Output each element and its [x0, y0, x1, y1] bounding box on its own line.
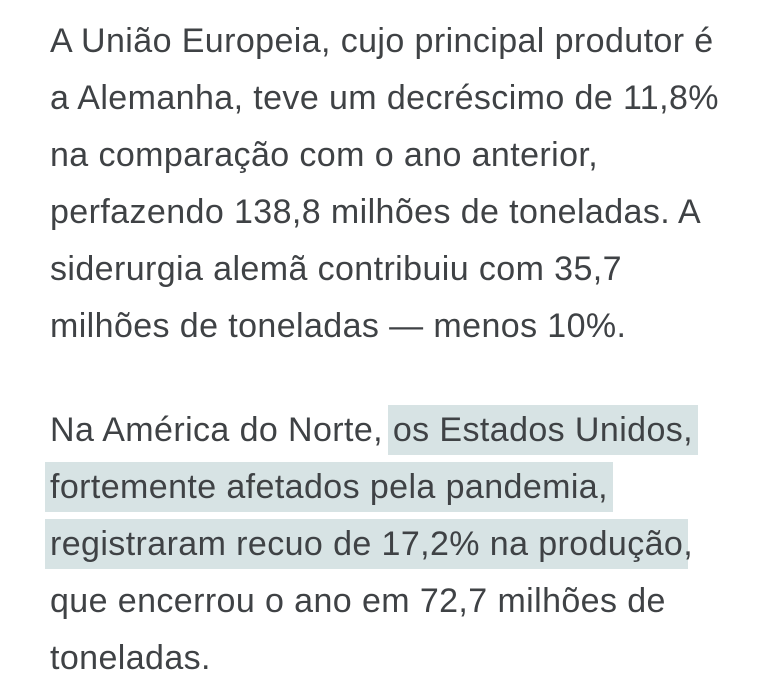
text-segment: siderurgia alemã contribuiu com 35,7 — [50, 250, 622, 288]
text-segment: A União Europeia, cujo principal produto… — [50, 22, 714, 60]
text-segment: que encerrou o ano em 72,7 milhões de — [50, 582, 666, 620]
highlighted-text: fortemente afetados pela pandemia, — [45, 462, 613, 512]
paragraph-america-do-norte: Na América do Norte, os Estados Unidos, f… — [45, 402, 720, 687]
paragraph-uniao-europeia: A União Europeia, cujo principal produto… — [50, 13, 720, 355]
text-line: siderurgia alemã contribuiu com 35,7 — [50, 241, 720, 298]
text-line: registraram recuo de 17,2% na produção, — [45, 516, 720, 573]
text-segment: na comparação com o ano anterior, — [50, 136, 599, 174]
text-line: Na América do Norte, os Estados Unidos, — [50, 402, 720, 459]
text-segment: milhões de toneladas — menos 10%. — [50, 307, 627, 345]
text-line: perfazendo 138,8 milhões de toneladas. A — [50, 184, 720, 241]
text-line: toneladas. — [50, 630, 720, 687]
text-segment: toneladas. — [50, 639, 211, 677]
highlighted-text: registraram recuo de 17,2% na produção — [45, 519, 689, 569]
text-segment: a Alemanha, teve um decréscimo de 11,8% — [50, 79, 719, 117]
text-segment: perfazendo 138,8 milhões de toneladas. A — [50, 193, 702, 231]
highlighted-text: os Estados Unidos, — [387, 405, 699, 455]
text-line: na comparação com o ano anterior, — [50, 127, 720, 184]
text-line: a Alemanha, teve um decréscimo de 11,8% — [50, 70, 720, 127]
text-segment: , — [683, 525, 694, 563]
text-line: fortemente afetados pela pandemia, — [45, 459, 720, 516]
text-line: A União Europeia, cujo principal produto… — [50, 13, 720, 70]
text-segment: Na América do Norte, — [50, 411, 393, 449]
text-line: milhões de toneladas — menos 10%. — [50, 298, 720, 355]
text-line: que encerrou o ano em 72,7 milhões de — [50, 573, 720, 630]
